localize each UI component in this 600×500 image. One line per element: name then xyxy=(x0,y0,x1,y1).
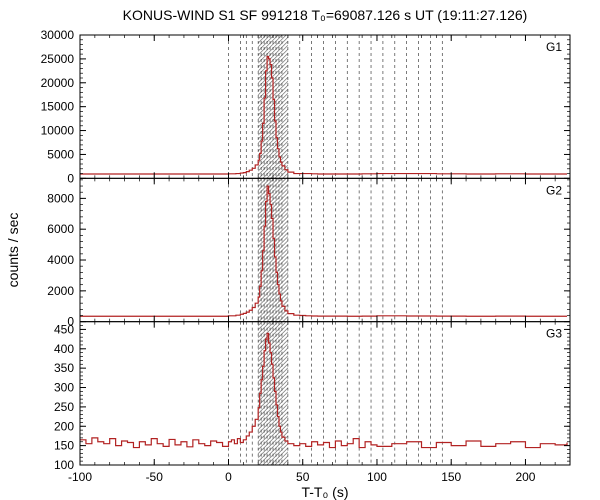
y-tick-label: 250 xyxy=(54,400,74,414)
y-tick-label: 150 xyxy=(54,439,74,453)
y-axis-label: counts / sec xyxy=(5,213,21,288)
y-tick-label: 6000 xyxy=(47,222,74,236)
y-tick-label: 25000 xyxy=(41,52,75,66)
y-tick-label: 0 xyxy=(67,171,74,185)
panel-label: G1 xyxy=(546,40,562,54)
y-tick-label: 8000 xyxy=(47,191,74,205)
y-tick-label: 10000 xyxy=(41,124,75,138)
y-tick-label: 30000 xyxy=(41,28,75,42)
lightcurve-figure: KONUS-WIND S1 SF 991218 T₀=69087.126 s U… xyxy=(0,0,600,500)
y-tick-label: 2000 xyxy=(47,284,74,298)
panel-label: G2 xyxy=(546,183,562,197)
x-axis-label: T-T₀ (s) xyxy=(301,484,348,500)
y-tick-label: 15000 xyxy=(41,100,75,114)
y-tick-label: 400 xyxy=(54,342,74,356)
x-tick-label: 0 xyxy=(225,470,232,484)
y-tick-label: 200 xyxy=(54,419,74,433)
x-tick-label: -50 xyxy=(146,470,164,484)
panel-label: G3 xyxy=(546,327,562,341)
y-tick-label: 300 xyxy=(54,381,74,395)
y-tick-label: 4000 xyxy=(47,253,74,267)
y-tick-label: 5000 xyxy=(47,147,74,161)
x-tick-label: 150 xyxy=(441,470,461,484)
x-tick-label: 100 xyxy=(367,470,387,484)
x-tick-label: 50 xyxy=(296,470,310,484)
y-tick-label: 350 xyxy=(54,361,74,375)
y-tick-label: 20000 xyxy=(41,76,75,90)
x-tick-label: 200 xyxy=(515,470,535,484)
figure-title: KONUS-WIND S1 SF 991218 T₀=69087.126 s U… xyxy=(123,7,528,23)
y-tick-label: 450 xyxy=(54,322,74,336)
x-tick-label: -100 xyxy=(68,470,92,484)
